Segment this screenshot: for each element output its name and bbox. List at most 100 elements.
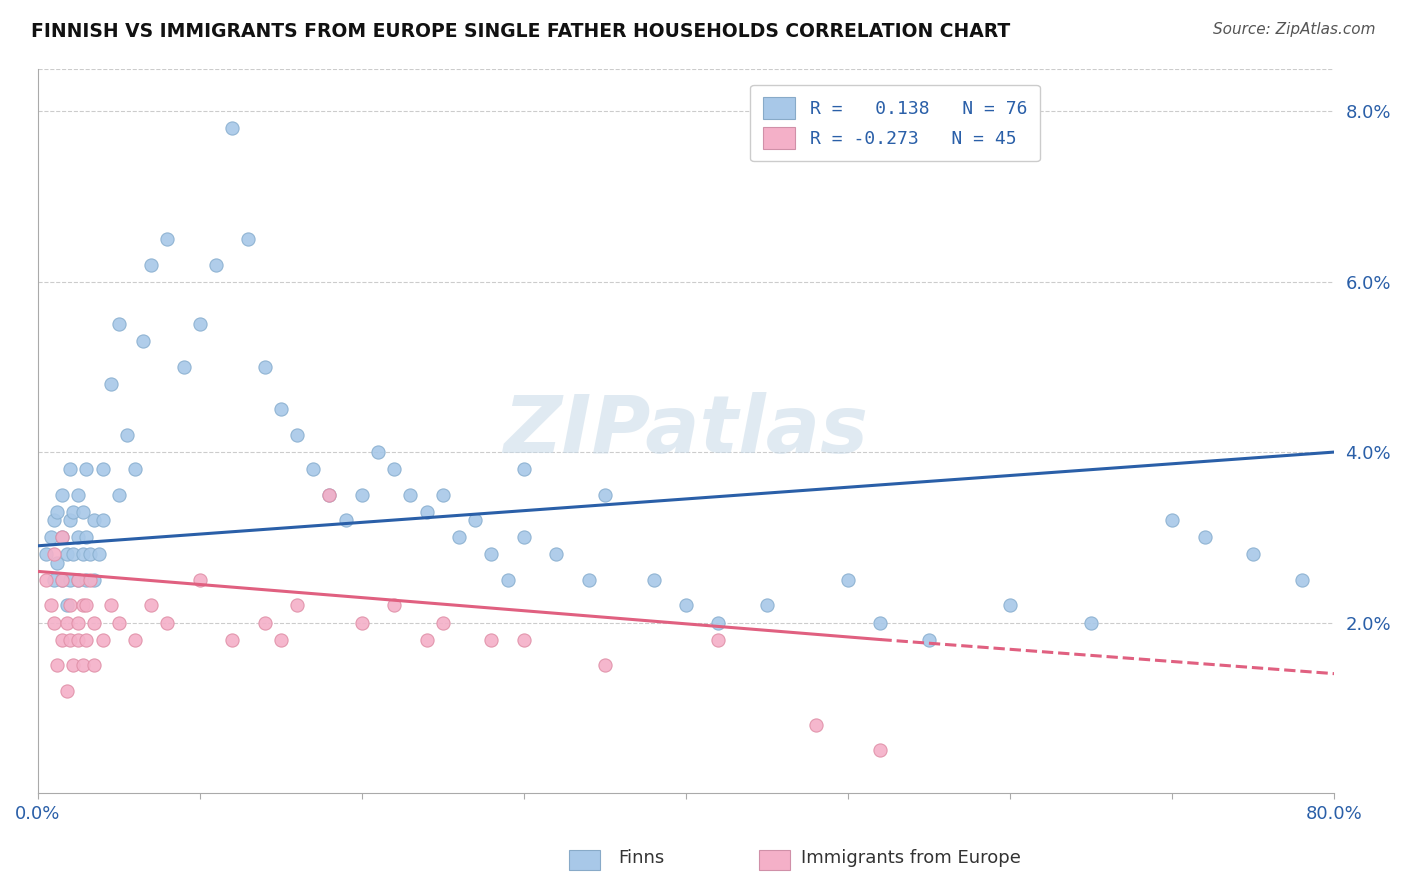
- Point: [382, 599, 405, 613]
- Point: [593, 488, 616, 502]
- Point: [62, 658, 84, 673]
- Point: [79, 547, 101, 561]
- Point: [707, 615, 730, 630]
- Point: [415, 632, 437, 647]
- Point: [100, 376, 122, 391]
- Point: [318, 488, 340, 502]
- Point: [415, 505, 437, 519]
- Point: [335, 513, 357, 527]
- Point: [270, 632, 292, 647]
- Point: [238, 232, 260, 246]
- Point: [1161, 513, 1184, 527]
- Point: [62, 505, 84, 519]
- Point: [83, 615, 105, 630]
- Point: [432, 488, 454, 502]
- Point: [270, 402, 292, 417]
- Point: [350, 615, 373, 630]
- Text: Finns: Finns: [619, 849, 665, 867]
- Point: [51, 488, 73, 502]
- Point: [67, 573, 90, 587]
- Point: [72, 599, 94, 613]
- Point: [59, 573, 82, 587]
- Point: [449, 530, 471, 544]
- Point: [56, 599, 79, 613]
- Point: [1241, 547, 1264, 561]
- Point: [42, 615, 65, 630]
- Point: [837, 573, 859, 587]
- Point: [107, 615, 129, 630]
- Point: [804, 718, 827, 732]
- Point: [367, 445, 389, 459]
- Point: [107, 488, 129, 502]
- Point: [578, 573, 600, 587]
- Point: [51, 530, 73, 544]
- Point: [51, 573, 73, 587]
- Point: [253, 359, 276, 374]
- Text: ZIPatlas: ZIPatlas: [503, 392, 869, 470]
- Point: [72, 658, 94, 673]
- Point: [46, 505, 69, 519]
- Point: [75, 573, 97, 587]
- Point: [59, 513, 82, 527]
- Point: [481, 547, 503, 561]
- Point: [432, 615, 454, 630]
- Point: [67, 488, 90, 502]
- Legend: R =   0.138   N = 76, R = -0.273   N = 45: R = 0.138 N = 76, R = -0.273 N = 45: [751, 85, 1040, 161]
- Point: [62, 547, 84, 561]
- Point: [382, 462, 405, 476]
- Point: [107, 317, 129, 331]
- Point: [318, 488, 340, 502]
- Point: [83, 513, 105, 527]
- Point: [91, 632, 114, 647]
- Point: [59, 632, 82, 647]
- Point: [869, 615, 891, 630]
- Point: [998, 599, 1021, 613]
- Point: [1291, 573, 1313, 587]
- Point: [100, 599, 122, 613]
- Point: [675, 599, 697, 613]
- Point: [51, 573, 73, 587]
- Point: [35, 573, 58, 587]
- Point: [756, 599, 779, 613]
- Point: [205, 258, 228, 272]
- Point: [139, 258, 162, 272]
- Point: [593, 658, 616, 673]
- Point: [91, 513, 114, 527]
- Point: [56, 683, 79, 698]
- Point: [56, 615, 79, 630]
- Point: [156, 615, 179, 630]
- Point: [56, 547, 79, 561]
- Point: [546, 547, 568, 561]
- Point: [67, 573, 90, 587]
- Point: [89, 547, 111, 561]
- Point: [513, 462, 536, 476]
- Point: [51, 632, 73, 647]
- Point: [221, 121, 243, 136]
- Point: [285, 599, 308, 613]
- Point: [132, 334, 155, 349]
- Point: [399, 488, 422, 502]
- Point: [46, 556, 69, 570]
- Point: [83, 658, 105, 673]
- Point: [35, 547, 58, 561]
- Point: [253, 615, 276, 630]
- Point: [46, 658, 69, 673]
- Point: [75, 599, 97, 613]
- Point: [67, 530, 90, 544]
- Point: [42, 573, 65, 587]
- Point: [83, 573, 105, 587]
- Point: [464, 513, 486, 527]
- Point: [188, 573, 211, 587]
- Point: [918, 632, 941, 647]
- Point: [59, 462, 82, 476]
- Point: [513, 632, 536, 647]
- Point: [496, 573, 519, 587]
- Point: [75, 632, 97, 647]
- Point: [115, 428, 138, 442]
- Point: [67, 632, 90, 647]
- Point: [139, 599, 162, 613]
- Point: [481, 632, 503, 647]
- Point: [72, 547, 94, 561]
- Point: [173, 359, 195, 374]
- Point: [42, 547, 65, 561]
